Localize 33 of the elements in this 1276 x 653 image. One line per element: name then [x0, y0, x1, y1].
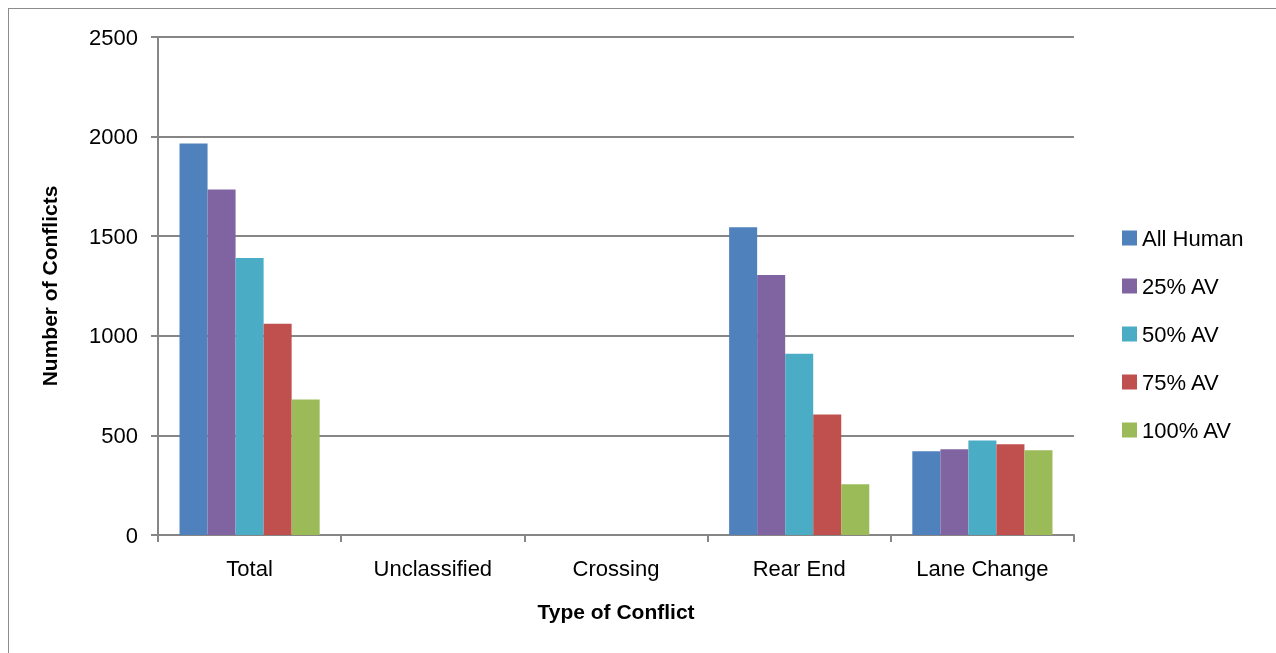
x-tick-label: Crossing — [572, 555, 660, 581]
bar — [940, 449, 969, 535]
y-axis-title: Number of Conflicts — [38, 185, 61, 387]
y-tick-label: 1000 — [89, 323, 138, 349]
bar — [912, 451, 941, 535]
bar — [179, 143, 208, 535]
bar — [1024, 450, 1053, 535]
bar — [841, 484, 870, 535]
bar — [207, 189, 236, 535]
bar — [813, 414, 842, 535]
x-axis-title: Type of Conflict — [537, 600, 695, 623]
bar — [757, 275, 786, 535]
y-tick-label: 500 — [101, 422, 138, 448]
bar — [996, 444, 1025, 535]
x-tick-label: Rear End — [752, 555, 846, 581]
bar — [235, 258, 264, 535]
bar — [729, 227, 758, 535]
legend-label: 100% AV — [1142, 417, 1232, 443]
x-tick-label: Lane Change — [916, 555, 1049, 581]
x-tick-label: Unclassified — [373, 555, 493, 581]
bar — [291, 399, 320, 535]
y-tick-label: 1500 — [89, 223, 138, 249]
y-tick-label: 0 — [125, 522, 138, 548]
y-tick-label: 2000 — [89, 124, 138, 150]
legend-label: 25% AV — [1142, 273, 1219, 299]
x-tick-label: Total — [226, 555, 273, 581]
bar — [968, 440, 997, 535]
legend-label: 50% AV — [1142, 321, 1219, 347]
bar — [785, 353, 814, 535]
legend-label: All Human — [1142, 225, 1244, 251]
bar — [263, 323, 292, 535]
legend-label: 75% AV — [1142, 369, 1219, 395]
y-tick-label: 2500 — [89, 24, 138, 50]
